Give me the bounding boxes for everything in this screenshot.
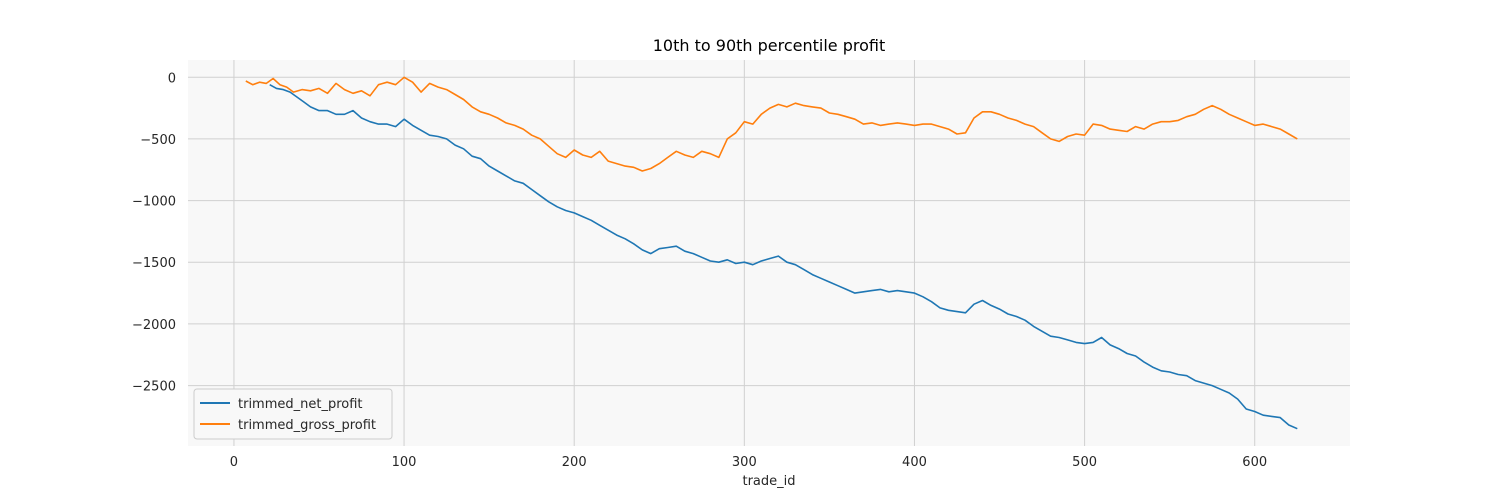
legend-label-net: trimmed_net_profit	[238, 397, 363, 412]
y-tick-label: −1000	[132, 195, 176, 210]
chart-title: 10th to 90th percentile profit	[653, 36, 886, 55]
y-tick-label: −2500	[132, 380, 176, 395]
y-tick-label: −500	[140, 133, 176, 148]
x-tick-label: 400	[902, 455, 927, 470]
legend-box	[193, 388, 393, 440]
series-line	[269, 83, 1298, 430]
x-tick-label: 600	[1242, 455, 1267, 470]
x-tick-label: 0	[230, 455, 238, 470]
tick-labels: 0 100 200 300 400 500 600 0 −500 −1000 −1500 −2000 −…	[132, 71, 1267, 470]
legend: trimmed_net_profit trimmed_gross_profit	[193, 388, 393, 440]
x-tick-label: 100	[392, 455, 417, 470]
x-tick-label: 500	[1072, 455, 1097, 470]
series-trimmed_gross_profit	[245, 76, 1298, 172]
series-trimmed_net_profit	[269, 83, 1298, 430]
legend-label-gross: trimmed_gross_profit	[238, 418, 376, 433]
x-tick-label: 200	[562, 455, 587, 470]
x-axis-label: trade_id	[742, 474, 795, 489]
series-layer	[245, 76, 1298, 430]
y-tick-label: 0	[168, 71, 176, 86]
x-tick-label: 300	[732, 455, 757, 470]
grid	[188, 60, 1350, 446]
y-tick-label: −2000	[132, 318, 176, 333]
series-line	[245, 76, 1298, 172]
y-tick-label: −1500	[132, 256, 176, 271]
